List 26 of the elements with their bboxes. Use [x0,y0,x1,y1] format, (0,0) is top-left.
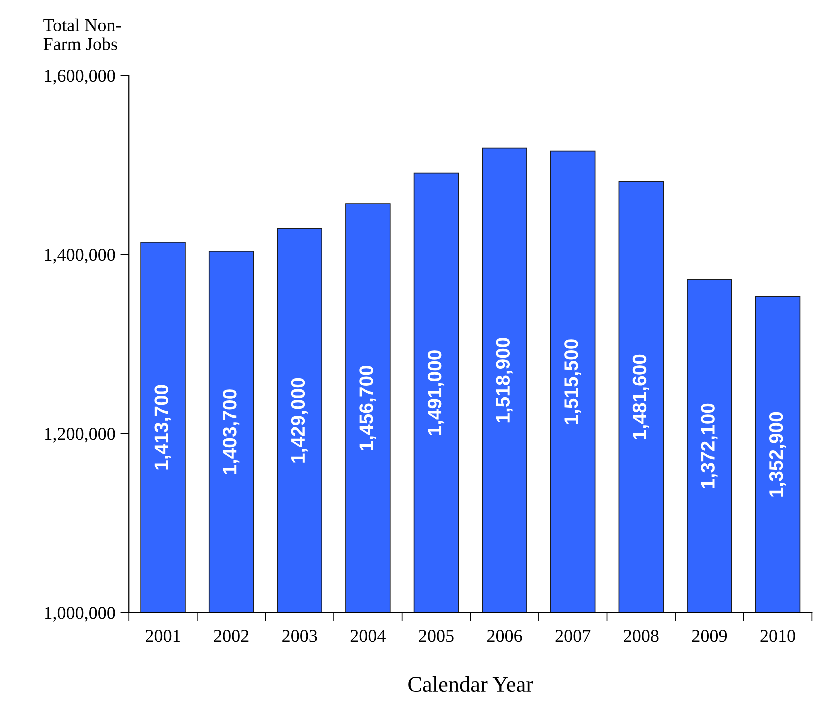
x-tick-label: 2002 [214,630,249,642]
x-tick-label: 2005 [419,630,454,642]
data-label: 1,491,000 [428,350,445,436]
x-tick-label: 2006 [488,630,522,642]
x-tick-label: 2001 [146,630,180,642]
x-tick-label: 2003 [282,630,318,642]
y-tick-label: 1,000,000 [45,607,116,622]
data-label: 1,456,700 [360,366,376,450]
x-tick-label: 2010 [760,630,796,642]
data-label: 1,515,500 [564,340,582,424]
data-label: 1,372,100 [701,404,718,488]
y-tick-label: 1,200,000 [45,428,116,443]
data-label: 1,352,900 [769,412,786,497]
data-label: 1,429,000 [291,378,308,463]
x-tick-label: 2009 [692,630,728,642]
y-axis-title: Total Non- Farm Jobs [44,18,122,50]
data-label: 1,403,700 [223,390,240,474]
y-tick-label: 1,400,000 [45,249,116,264]
data-label: 1,413,700 [154,385,172,470]
x-axis-title: Calendar Year [408,676,534,692]
x-tick-label: 2004 [350,630,386,642]
x-tick-label: 2007 [556,630,591,642]
data-label: 1,518,900 [496,338,513,423]
x-tick-label: 2008 [624,630,659,642]
data-label: 1,481,600 [632,354,650,440]
y-tick-label: 1,600,000 [45,70,116,85]
